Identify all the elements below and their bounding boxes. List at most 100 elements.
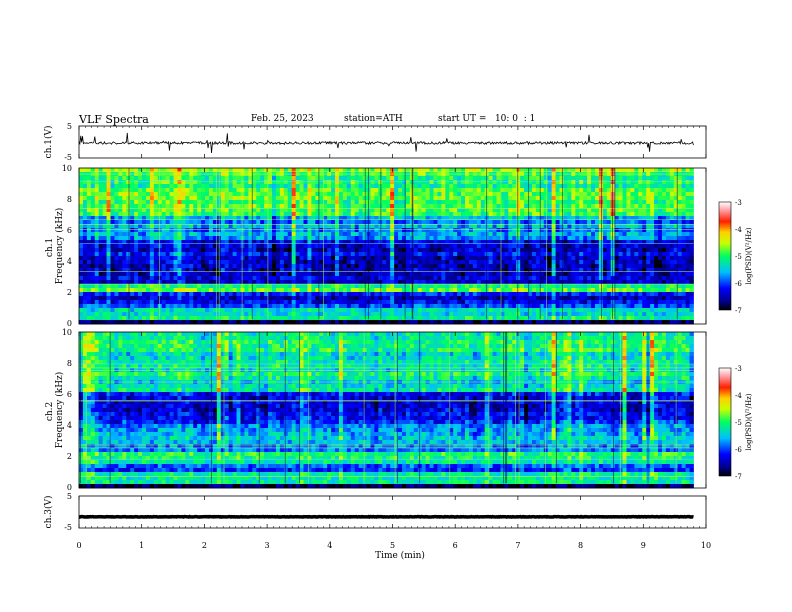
spectrogram-cell xyxy=(638,252,643,257)
spectrogram-cell xyxy=(468,216,474,221)
spectrogram-cell xyxy=(315,176,320,181)
spectrogram-cell xyxy=(598,224,604,229)
spectrogram-cell xyxy=(445,244,450,249)
spectrogram-cell xyxy=(669,228,675,233)
spectrogram-cell xyxy=(689,264,694,269)
spectrogram-cell xyxy=(386,200,391,205)
spectrogram-cell xyxy=(291,184,297,189)
spectrogram-cell xyxy=(252,176,257,181)
spectrogram-cell xyxy=(516,184,521,189)
spectrogram-cell xyxy=(86,232,92,237)
spectrogram-cell xyxy=(275,236,281,241)
spectrogram-cell xyxy=(232,216,237,221)
spectrogram-cell xyxy=(571,240,576,245)
spectrogram-cell xyxy=(638,220,643,225)
spectrogram-cell xyxy=(500,280,505,285)
spectrogram-cell xyxy=(476,292,482,297)
spectrogram-cell xyxy=(602,236,608,241)
spectrogram-cell xyxy=(224,248,230,253)
spectrogram-cell xyxy=(594,212,600,217)
spectrogram-cell xyxy=(591,188,596,193)
spectrogram-cell xyxy=(539,232,545,237)
spectrogram-cell xyxy=(240,260,245,265)
spectrogram-cell xyxy=(665,248,671,253)
spectrogram-cell xyxy=(567,248,572,253)
spectrogram-cell xyxy=(161,196,167,201)
spectrogram-cell xyxy=(441,252,446,257)
spectrogram-cell xyxy=(338,280,344,285)
spectrogram-cell xyxy=(417,284,423,289)
spectrogram-cell xyxy=(327,260,332,265)
spectrogram-cell xyxy=(571,212,576,217)
spectrogram-cell xyxy=(453,232,458,237)
spectrogram-cell xyxy=(342,200,348,205)
spectrogram-cell xyxy=(449,284,454,289)
spectrogram-cell xyxy=(453,280,458,285)
spectrogram-cell xyxy=(398,184,403,189)
spectrogram-cell xyxy=(331,192,336,197)
spectrogram-cell xyxy=(496,264,501,269)
spectrogram-cell xyxy=(106,224,111,229)
spectrogram-cell xyxy=(618,240,623,245)
spectrogram-cell xyxy=(689,220,694,225)
spectrogram-cell xyxy=(468,224,474,229)
spectrogram-cell xyxy=(681,252,686,257)
spectrogram-cell xyxy=(299,188,304,193)
spectrogram-cell xyxy=(555,240,560,245)
spectrogram-cell xyxy=(598,260,604,265)
spectrogram-cell xyxy=(673,276,679,281)
spectrogram-cell xyxy=(169,176,174,181)
spectrogram-cell xyxy=(476,256,482,261)
spectrogram-cell xyxy=(134,212,139,217)
spectrogram-cell xyxy=(425,228,430,233)
spectrogram-cell xyxy=(445,224,450,229)
spectrogram-cell xyxy=(153,264,159,269)
spectrogram-cell xyxy=(236,244,241,249)
spectrogram-cell xyxy=(161,228,167,233)
spectrogram-cell xyxy=(169,248,174,253)
spectrogram-cell xyxy=(142,288,147,293)
spectrogram-cell xyxy=(453,184,458,189)
spectrogram-cell xyxy=(90,168,96,173)
spectrogram-cell xyxy=(94,244,100,249)
spectrogram-cell xyxy=(441,288,446,293)
spectrogram-cell xyxy=(457,256,462,261)
spectrogram-cell xyxy=(185,280,190,285)
spectrogram-cell xyxy=(169,200,174,205)
spectrogram-cell xyxy=(382,252,387,257)
spectrogram-cell xyxy=(338,248,344,253)
spectrogram-cell xyxy=(335,224,340,229)
spectrogram-cell xyxy=(433,216,438,221)
spectrogram-cell xyxy=(374,220,379,225)
spectrogram-cell xyxy=(374,168,379,173)
spectrogram-cell xyxy=(350,228,356,233)
spectrogram-cell xyxy=(311,248,316,253)
spectrogram-cell xyxy=(587,284,592,289)
spectrogram-cell xyxy=(535,240,541,245)
spectrogram-cell xyxy=(535,168,541,173)
spectrogram-cell xyxy=(153,284,159,289)
spectrogram-cell xyxy=(149,208,155,213)
spectrogram-cell xyxy=(220,204,226,209)
spectrogram-cell xyxy=(496,272,501,277)
spectrogram-cell xyxy=(79,204,84,209)
spectrogram-cell xyxy=(575,196,580,201)
spectrogram-cell xyxy=(283,192,289,197)
spectrogram-cell xyxy=(173,200,178,205)
spectrogram-cell xyxy=(401,204,407,209)
spectrogram-cell xyxy=(646,212,651,217)
spectrogram-cell xyxy=(311,260,316,265)
spectrogram-cell xyxy=(82,272,88,277)
spectrogram-cell xyxy=(465,256,470,261)
spectrogram-cell xyxy=(401,256,407,261)
spectrogram-cell xyxy=(591,216,596,221)
spectrogram-cell xyxy=(500,204,505,209)
spectrogram-cell xyxy=(559,284,564,289)
spectrogram-cell xyxy=(461,184,466,189)
spectrogram-cell xyxy=(232,204,237,209)
spectrogram-cell xyxy=(114,204,119,209)
spectrogram-cell xyxy=(185,284,190,289)
spectrogram-cell xyxy=(374,268,379,273)
spectrogram-cell xyxy=(272,176,277,181)
spectrogram-cell xyxy=(665,288,671,293)
